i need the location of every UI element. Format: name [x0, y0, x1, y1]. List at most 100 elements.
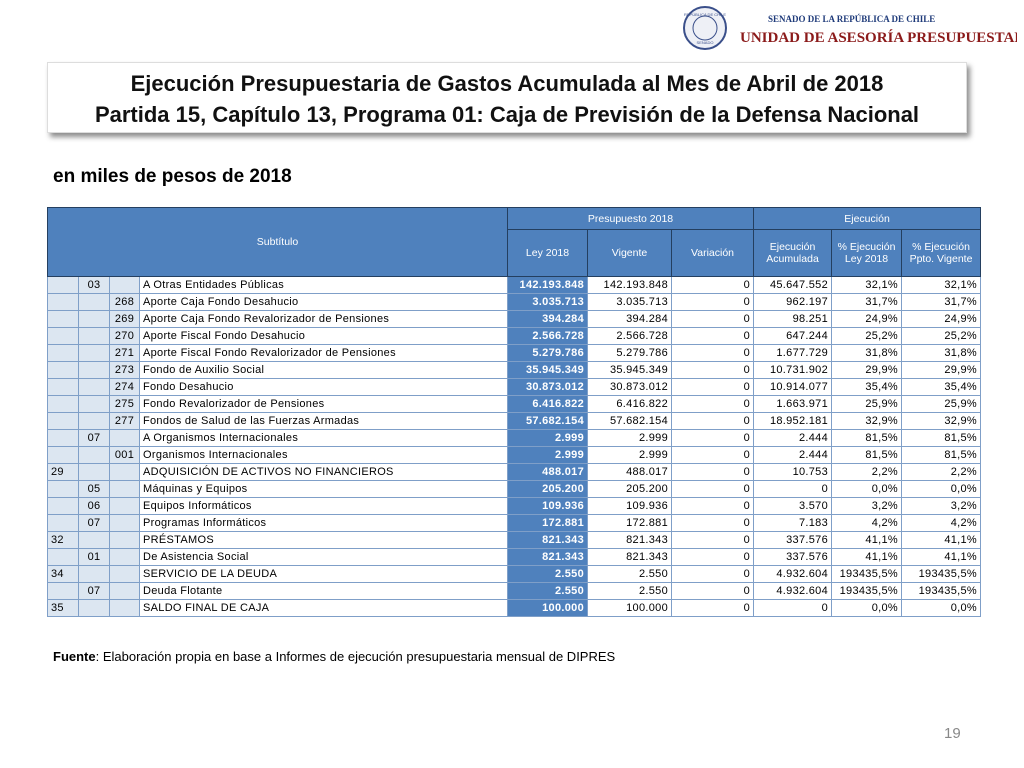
- table-cell: 10.914.077: [753, 378, 833, 396]
- table-cell: [78, 531, 110, 549]
- table-cell: 2.566.728: [587, 327, 673, 345]
- table-cell: 0,0%: [901, 480, 982, 498]
- table-row: 275 Fondo Revalorizador de Pensiones 6.416…: [47, 395, 982, 413]
- table-cell: 07: [78, 514, 110, 532]
- table-cell: 821.343: [587, 531, 673, 549]
- table-cell: Fondo de Auxilio Social: [138, 361, 509, 379]
- table-cell: 273: [109, 361, 140, 379]
- table-cell: 193435,5%: [901, 565, 982, 583]
- table-cell: 100.000: [587, 599, 673, 617]
- table-cell: [109, 480, 140, 498]
- table-cell: [78, 378, 110, 396]
- table-cell: [109, 276, 140, 294]
- table-cell: 24,9%: [831, 310, 903, 328]
- logo: REPÚBLICA DE CHILE SENADO SENADO DE LA R…: [683, 6, 1017, 50]
- table-cell: 821.343: [507, 548, 589, 566]
- table-cell: 0: [671, 582, 755, 600]
- table-cell: 3,2%: [831, 497, 903, 515]
- table-row: 07 Programas Informáticos 172.881 172.881 0 7…: [47, 514, 982, 532]
- table-cell: 821.343: [587, 548, 673, 566]
- table-cell: 2.550: [507, 582, 589, 600]
- table-cell: 2,2%: [831, 463, 903, 481]
- table-cell: 07: [78, 582, 110, 600]
- table-cell: [47, 327, 79, 345]
- table-cell: [78, 361, 110, 379]
- header-cell: Ley 2018: [507, 229, 589, 277]
- table-cell: 1.677.729: [753, 344, 833, 362]
- table-cell: 172.881: [507, 514, 589, 532]
- seal: [683, 6, 727, 50]
- table-cell: 269: [109, 310, 140, 328]
- table-cell: 01: [78, 548, 110, 566]
- table-cell: PRÉSTAMOS: [138, 531, 509, 549]
- table-cell: [109, 514, 140, 532]
- table-cell: 109.936: [587, 497, 673, 515]
- table-cell: 81,5%: [831, 446, 903, 464]
- footnote-label: Fuente: [53, 649, 96, 664]
- table-cell: 45.647.552: [753, 276, 833, 294]
- table-cell: 30.873.012: [507, 378, 589, 396]
- table-cell: 172.881: [587, 514, 673, 532]
- table-cell: 2.999: [507, 429, 589, 447]
- table-cell: [47, 344, 79, 362]
- table-cell: 0: [671, 327, 755, 345]
- table-cell: 81,5%: [831, 429, 903, 447]
- table-cell: 142.193.848: [587, 276, 673, 294]
- seal-ring: [692, 15, 718, 41]
- header-cell: % Ejecución Ley 2018: [831, 229, 903, 277]
- title-box: Ejecución Presupuestaria de Gastos Acumu…: [47, 62, 967, 133]
- table-cell: 34: [47, 565, 79, 583]
- table-cell: Deuda Flotante: [138, 582, 509, 600]
- table-cell: 31,7%: [901, 293, 982, 311]
- table-cell: 3.570: [753, 497, 833, 515]
- seal-bottom: SENADO: [697, 40, 714, 45]
- table-row: 35 SALDO FINAL DE CAJA 100.000 100.000 0 0 0,0…: [47, 599, 982, 617]
- table-cell: [109, 548, 140, 566]
- table-cell: [78, 463, 110, 481]
- table-cell: 81,5%: [901, 446, 982, 464]
- table-cell: 0: [671, 497, 755, 515]
- table-cell: [47, 548, 79, 566]
- table-row: 269 Aporte Caja Fondo Revalorizador de Pe…: [47, 310, 982, 328]
- table-cell: 41,1%: [831, 531, 903, 549]
- table-row: 01 De Asistencia Social 821.343 821.343 0 337…: [47, 548, 982, 566]
- table-cell: 0: [671, 378, 755, 396]
- table-cell: 4,2%: [901, 514, 982, 532]
- table-cell: 274: [109, 378, 140, 396]
- table-cell: 41,1%: [831, 548, 903, 566]
- table-row: 271 Aporte Fiscal Fondo Revalorizador de …: [47, 344, 982, 362]
- table-cell: 2.550: [587, 565, 673, 583]
- table-cell: [47, 514, 79, 532]
- table-cell: [47, 582, 79, 600]
- table-cell: [78, 599, 110, 617]
- table-cell: 2.550: [587, 582, 673, 600]
- table-cell: 41,1%: [901, 531, 982, 549]
- table-cell: 647.244: [753, 327, 833, 345]
- table-cell: 98.251: [753, 310, 833, 328]
- logo-line2: UNIDAD DE ASESORÍA PRESUPUESTARIA: [740, 29, 1017, 46]
- table-cell: 2.550: [507, 565, 589, 583]
- footnote-text: : Elaboración propia en base a Informes …: [95, 649, 616, 664]
- table-cell: 0: [671, 599, 755, 617]
- table-cell: 275: [109, 395, 140, 413]
- table-cell: 2.999: [587, 446, 673, 464]
- table-cell: 30.873.012: [587, 378, 673, 396]
- table-cell: 32,9%: [831, 412, 903, 430]
- table-cell: 10.753: [753, 463, 833, 481]
- seal-top: REPÚBLICA DE CHILE: [684, 12, 726, 17]
- table-cell: 32,9%: [901, 412, 982, 430]
- table-cell: 268: [109, 293, 140, 311]
- table-cell: 0: [671, 395, 755, 413]
- table-cell: 7.183: [753, 514, 833, 532]
- table-cell: 0,0%: [831, 480, 903, 498]
- table-cell: 4.932.604: [753, 582, 833, 600]
- header-cell: Vigente: [587, 229, 673, 277]
- header-cell: % Ejecución Ppto. Vigente: [901, 229, 982, 277]
- table-cell: 32: [47, 531, 79, 549]
- table-cell: 18.952.181: [753, 412, 833, 430]
- budget-table: Subtítulo Presupuesto 2018 Ejecución Ley 2…: [46, 207, 982, 617]
- table-cell: [109, 497, 140, 515]
- table-cell: 0: [671, 514, 755, 532]
- header-cell: Ejecución: [753, 207, 982, 230]
- table-row: 277 Fondos de Salud de las Fuerzas Armada…: [47, 412, 982, 430]
